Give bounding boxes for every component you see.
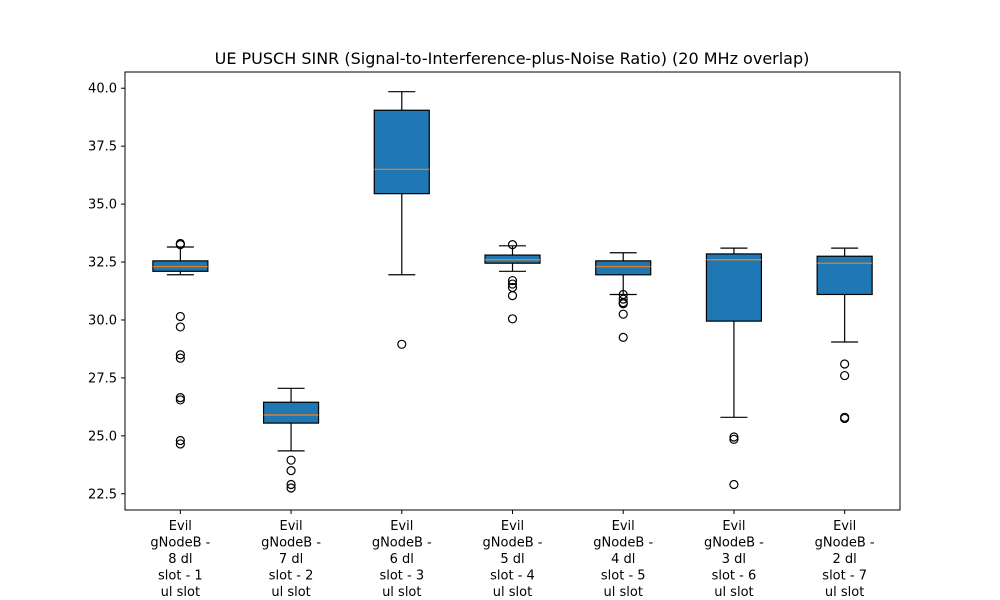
x-tick-label-line: slot - 6: [712, 569, 757, 584]
box-group: [595, 252, 652, 342]
outlier-point: [507, 314, 518, 324]
outlier-point: [729, 434, 739, 444]
outlier-point: [175, 322, 185, 332]
x-tick-label-line: gNodeB -: [593, 536, 653, 551]
box-group: [373, 91, 430, 349]
x-tick-label-line: ul slot: [271, 585, 310, 600]
x-tick-label-line: 6 dl: [390, 552, 414, 567]
outlier-point: [175, 240, 185, 250]
outlier-point: [507, 279, 518, 289]
x-tick-label-line: ul slot: [161, 585, 200, 600]
plot-area: [152, 91, 873, 493]
x-tick-label-line: 5 dl: [500, 552, 524, 567]
outlier-point: [618, 332, 628, 342]
x-tick-label-line: slot - 2: [269, 569, 314, 584]
x-tick-label: Evil gNodeB -4 dl slot - 5 ul slot: [593, 519, 653, 600]
box: [262, 401, 320, 424]
x-tick-label-line: Evil: [501, 519, 524, 534]
x-tick-label-line: 8 dl: [168, 552, 192, 567]
outlier-point: [618, 309, 628, 319]
y-tick-label: 30.0: [88, 313, 117, 328]
x-tick-label-line: Evil: [280, 519, 303, 534]
x-tick-label: Evil gNodeB -8 dl slot - 1 ul slot: [150, 519, 210, 600]
x-tick-label-line: 7 dl: [279, 552, 303, 567]
box-group: [705, 247, 763, 490]
outlier-point: [286, 466, 296, 476]
outlier-point: [175, 439, 185, 449]
outlier-point: [286, 479, 296, 490]
x-tick-label-line: ul slot: [604, 585, 643, 600]
x-tick-label-line: ul slot: [825, 585, 864, 600]
outlier-point: [286, 483, 296, 493]
y-tick-label: 25.0: [88, 429, 117, 444]
x-tick-label-line: slot - 1: [158, 569, 203, 584]
outlier-point: [175, 311, 185, 322]
outlier-point: [175, 353, 185, 363]
outlier-point: [618, 294, 628, 304]
x-tick-label-line: gNodeB -: [261, 536, 321, 551]
chart-title: UE PUSCH SINR (Signal-to-Interference-pl…: [215, 49, 810, 68]
y-tick-label: 32.5: [88, 256, 117, 271]
outlier-point: [618, 299, 628, 309]
box: [595, 260, 652, 276]
x-tick-label-line: ul slot: [714, 585, 753, 600]
x-tick-label-line: slot - 5: [601, 569, 646, 584]
x-tick-label-line: Evil: [722, 519, 745, 534]
x-tick-label-line: gNodeB -: [150, 536, 210, 551]
x-tick-label-line: gNodeB -: [372, 536, 432, 551]
y-tick-label: 37.5: [88, 140, 117, 155]
outlier-point: [286, 455, 296, 465]
outlier-point: [507, 275, 518, 286]
box-group: [816, 247, 873, 424]
outlier-point: [729, 432, 739, 442]
x-tick-label: Evil gNodeB -6 dl slot - 3 ul slot: [372, 519, 432, 600]
outlier-point: [840, 370, 850, 381]
outlier-point: [175, 395, 185, 405]
box: [373, 109, 430, 195]
x-tick-label-line: 4 dl: [611, 552, 635, 567]
x-tick-label: Evil gNodeB -5 dl slot - 4 ul slot: [483, 519, 543, 600]
y-tick-label: 22.5: [88, 487, 117, 502]
x-tick-label-line: ul slot: [493, 585, 532, 600]
box-group: [152, 238, 209, 449]
y-tick-label: 40.0: [88, 82, 117, 97]
x-tick-label: Evil gNodeB -3 dl slot - 6 ul slot: [704, 519, 764, 600]
box: [705, 253, 763, 322]
outlier-point: [507, 291, 518, 301]
x-tick-label: Evil gNodeB -7 dl slot - 2 ul slot: [261, 519, 321, 600]
outlier-point: [507, 240, 518, 250]
x-tick-label-line: Evil: [833, 519, 856, 534]
x-tick-label-line: slot - 3: [379, 569, 424, 584]
x-tick-label-line: gNodeB -: [704, 536, 764, 551]
x-tick-label-line: Evil: [169, 519, 192, 534]
x-tick-label-line: gNodeB -: [483, 536, 543, 551]
box-group: [262, 387, 320, 493]
y-tick-label: 35.0: [88, 198, 117, 213]
y-tick-label: 27.5: [88, 371, 117, 386]
outlier-point: [729, 479, 739, 490]
outlier-point: [175, 350, 185, 360]
x-tick-label-line: 3 dl: [722, 552, 746, 567]
outlier-point: [840, 413, 850, 424]
box-group: [484, 240, 541, 324]
x-tick-label: Evil gNodeB -2 dl slot - 7 ul slot: [815, 519, 875, 600]
y-axis: 22.5 25.0 27.5 30.0 32.5 35.0 37.5 40.0: [88, 82, 125, 502]
x-tick-label-line: gNodeB -: [815, 536, 875, 551]
x-tick-label-line: slot - 4: [490, 569, 535, 584]
x-tick-label-line: ul slot: [382, 585, 421, 600]
x-tick-label-line: Evil: [390, 519, 413, 534]
outlier-point: [840, 359, 850, 369]
box: [816, 255, 873, 296]
x-tick-label-line: slot - 7: [822, 569, 867, 584]
outlier-point: [175, 393, 185, 403]
x-tick-label-line: Evil: [612, 519, 635, 534]
outlier-point: [397, 339, 407, 349]
outlier-point: [175, 435, 185, 446]
x-tick-label-line: 2 dl: [833, 552, 857, 567]
